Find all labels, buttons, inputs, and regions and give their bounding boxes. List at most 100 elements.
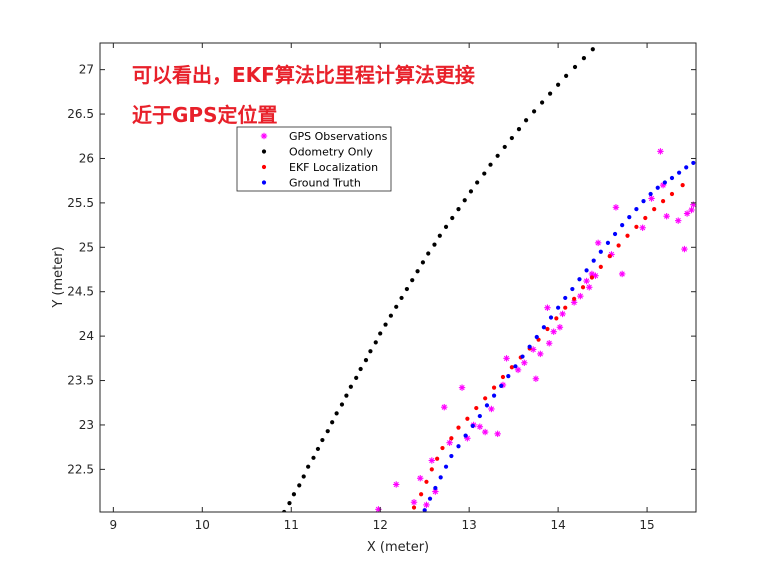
ground-truth-point — [443, 464, 449, 469]
odometry-only-point — [488, 162, 493, 167]
gps-point — [546, 340, 553, 347]
odometry-only-point — [404, 286, 409, 292]
gps-point — [494, 430, 501, 438]
gps-point — [428, 457, 436, 464]
legend: GPS Observations Odometry Only EKF Localiz… — [236, 126, 392, 192]
ekf-localization-point — [563, 305, 568, 310]
odometry-only-point — [581, 56, 587, 61]
gps-point — [514, 366, 522, 374]
ekf-localization-point — [429, 467, 434, 472]
odometry-only-point — [311, 455, 316, 460]
series-odometry-only — [282, 47, 595, 512]
y-tick-label: 25.5 — [67, 196, 94, 210]
legend-item-odometry-only: Odometry Only — [261, 146, 373, 159]
gps-point — [432, 488, 439, 495]
ground-truth-point — [662, 180, 667, 185]
odometry-only-point — [475, 180, 480, 185]
odometry-only-point — [291, 492, 297, 497]
ground-truth-point — [612, 231, 618, 237]
odometry-only-point — [368, 349, 373, 354]
gps-point — [476, 423, 484, 430]
gps-point — [550, 328, 557, 335]
ground-truth-point — [499, 383, 504, 388]
gps-point — [556, 324, 564, 331]
ground-truth-point — [563, 295, 568, 301]
odometry-only-point — [540, 100, 545, 105]
odometry-only-point — [415, 269, 420, 274]
series-gps-observations — [375, 148, 696, 512]
odometry-only-point — [388, 313, 393, 318]
ground-truth-point — [449, 453, 454, 459]
ekf-localization-point — [607, 254, 612, 259]
legend-label-gps-observations: GPS Observations — [289, 130, 388, 143]
ekf-localization-point — [554, 316, 559, 321]
ekf-localization-point — [572, 296, 577, 301]
series-ground-truth — [422, 160, 696, 512]
ekf-localization-point — [419, 492, 424, 497]
ekf-localization-point — [589, 275, 595, 280]
gps-point — [481, 428, 489, 436]
odometry-only-point — [287, 501, 292, 506]
odometry-only-point — [426, 251, 431, 256]
ground-truth-point — [541, 325, 546, 330]
odometry-only-point — [420, 260, 426, 265]
ground-truth-point — [648, 191, 653, 197]
odometry-only-point — [325, 429, 330, 434]
odometry-only-point — [450, 215, 455, 221]
legend-marker-ground-truth — [261, 180, 267, 185]
gps-point — [675, 217, 682, 224]
x-tick-label: 11 — [284, 518, 299, 532]
odometry-only-point — [344, 393, 349, 398]
odometry-only-point — [320, 437, 325, 443]
ground-truth-point — [669, 175, 675, 181]
ground-truth-point — [641, 199, 646, 204]
ground-truth-point — [676, 170, 682, 175]
gps-point — [446, 439, 453, 446]
ekf-localization-point — [652, 207, 657, 212]
x-tick-label: 10 — [195, 518, 210, 532]
gps-point — [423, 501, 430, 509]
ground-truth-point — [433, 485, 438, 491]
ekf-localization-point — [616, 243, 621, 248]
ekf-localization-point — [598, 264, 603, 269]
ekf-localization-point — [465, 416, 470, 421]
ekf-localization-point — [456, 425, 461, 430]
legend-label-ekf-localization: EKF Localization — [289, 161, 378, 174]
odometry-only-point — [306, 464, 311, 469]
odometry-only-point — [502, 144, 507, 150]
ground-truth-point — [513, 364, 518, 369]
ekf-localization-point — [625, 233, 630, 238]
ekf-localization-point — [500, 374, 506, 380]
ekf-localization-point — [580, 285, 586, 290]
ekf-localization-point — [474, 405, 479, 411]
legend-item-ground-truth: Ground Truth — [261, 177, 361, 190]
odometry-only-point — [363, 358, 369, 363]
gps-point — [594, 239, 602, 247]
odometry-only-point — [564, 73, 569, 78]
odometry-only-point — [315, 446, 321, 452]
ekf-localization-point — [491, 385, 497, 390]
ground-truth-point — [570, 286, 575, 292]
gps-point — [663, 213, 670, 220]
gps-point — [577, 292, 584, 300]
legend-marker-gps-observations — [260, 132, 268, 140]
odometry-only-point — [394, 304, 399, 309]
odometry-only-point — [462, 198, 467, 203]
gps-point — [683, 210, 691, 217]
gps-point — [559, 310, 566, 318]
ekf-localization-point — [411, 505, 417, 510]
gps-point — [583, 277, 590, 285]
y-axis-label: Y (meter) — [51, 246, 66, 308]
legend-label-ground-truth: Ground Truth — [289, 177, 361, 190]
ground-truth-point — [438, 475, 443, 480]
odometry-only-point — [301, 474, 306, 479]
odometry-only-point — [482, 171, 487, 176]
ground-truth-point — [477, 413, 482, 419]
gps-point — [532, 375, 540, 382]
odometry-only-point — [354, 375, 359, 380]
y-tick-label: 24.5 — [67, 285, 94, 299]
gps-point — [488, 405, 495, 413]
odometry-only-point — [509, 135, 514, 141]
ground-truth-point — [534, 334, 539, 340]
